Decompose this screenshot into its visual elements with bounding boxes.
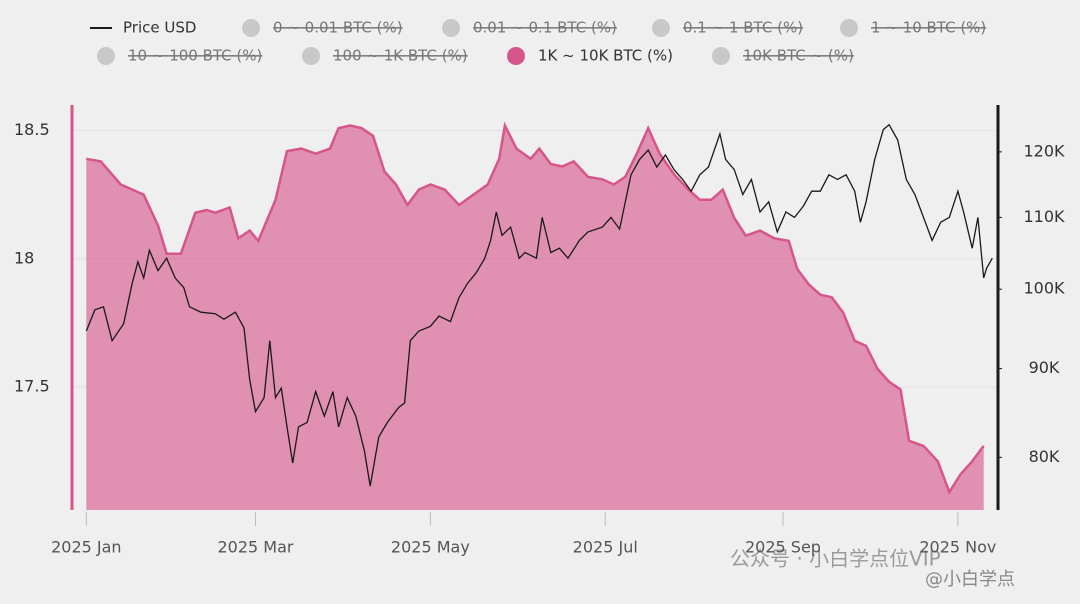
x-tick-label: 2025 Nov: [919, 538, 996, 557]
legend-label: 0.1 ~ 1 BTC (%): [683, 19, 803, 37]
x-tick-label: 2025 Jul: [573, 538, 638, 557]
legend-item[interactable]: Price USD: [90, 19, 196, 37]
legend-label: 1K ~ 10K BTC (%): [538, 47, 673, 65]
x-tick-label: 2025 May: [391, 538, 470, 557]
legend-item[interactable]: 10 ~ 100 BTC (%): [97, 47, 262, 66]
legend-swatch: [302, 47, 320, 65]
legend-item[interactable]: 100 ~ 1K BTC (%): [302, 47, 468, 66]
legend-item[interactable]: 0 ~ 0.01 BTC (%): [242, 19, 403, 38]
y-tick-label: 18.5: [14, 120, 50, 139]
y2-tick-label: 100K: [1023, 279, 1065, 298]
y-tick-label: 18: [14, 248, 34, 267]
watermark: 公众号 · 小白学点位VIP: [730, 547, 941, 571]
plot-area: 17.5 18 18.5 80K 90K 100K 110K 120K 2025 Jan 2025…: [14, 105, 1065, 557]
x-tick-label: 2025 Mar: [217, 538, 293, 557]
legend-swatch: [442, 19, 460, 37]
legend-swatch: [97, 47, 115, 65]
x-tick-label: 2025 Jan: [51, 538, 121, 557]
area-edge: [86, 121, 985, 495]
y2-tick-label: 110K: [1023, 207, 1065, 226]
area: [86, 125, 984, 510]
legend-item[interactable]: 1K ~ 10K BTC (%): [507, 47, 673, 66]
y-tick-label: 17.5: [14, 376, 50, 395]
legend-swatch: [507, 47, 525, 65]
legend-item[interactable]: 0.1 ~ 1 BTC (%): [652, 19, 803, 38]
legend-label: Price USD: [123, 19, 196, 37]
legend-label: 100 ~ 1K BTC (%): [333, 47, 468, 65]
legend-label: 0 ~ 0.01 BTC (%): [273, 19, 403, 37]
legend-swatch: [652, 19, 670, 37]
y2-tick-label: 90K: [1029, 358, 1060, 377]
legend-swatch: [712, 47, 730, 65]
line: [85, 123, 993, 487]
legend-swatch: [840, 19, 858, 37]
legend-label: 0.01 ~ 0.1 BTC (%): [473, 19, 617, 37]
y2-tick-label: 120K: [1023, 141, 1065, 160]
x-tick-label: 2025 Sep: [745, 538, 821, 557]
legend-swatch: [242, 19, 260, 37]
legend-label: 10 ~ 100 BTC (%): [128, 47, 262, 65]
legend-label: 1 ~ 10 BTC (%): [871, 19, 986, 37]
legend-item[interactable]: 10K BTC ~ (%): [712, 47, 854, 66]
y2-tick-label: 80K: [1029, 447, 1060, 466]
legend: Price USD 0 ~ 0.01 BTC (%) 0.01 ~ 0.1 BTC …: [90, 19, 986, 66]
legend-label: 10K BTC ~ (%): [743, 47, 854, 65]
legend-item[interactable]: 1 ~ 10 BTC (%): [840, 19, 986, 38]
legend-item[interactable]: 0.01 ~ 0.1 BTC (%): [442, 19, 617, 38]
watermark: @小白学点: [925, 569, 1015, 590]
